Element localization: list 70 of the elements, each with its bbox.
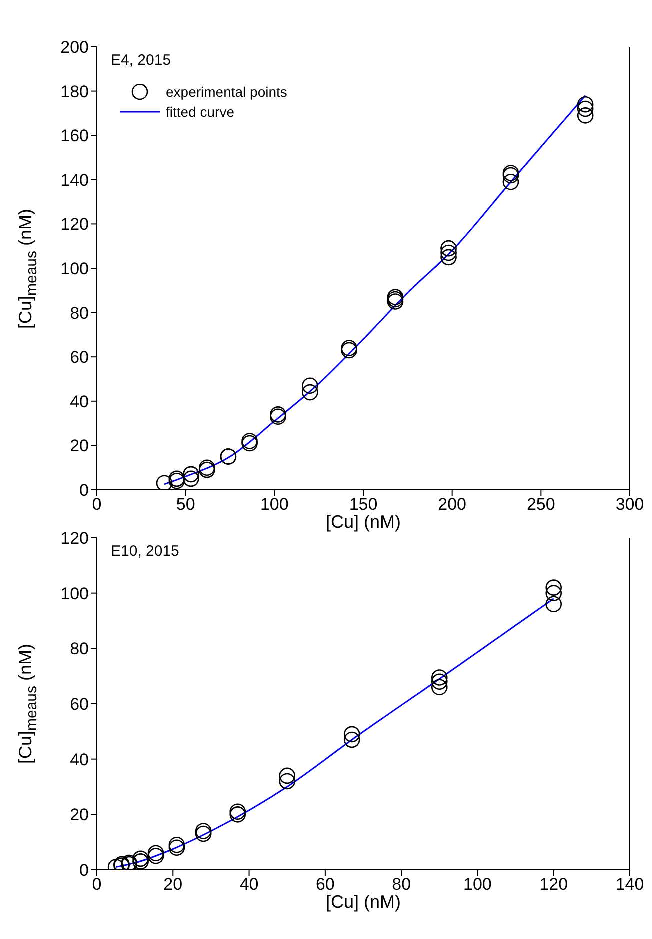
point	[279, 768, 296, 784]
point	[577, 108, 594, 124]
x-tick-label: 50	[176, 495, 196, 514]
point	[577, 96, 594, 113]
y-tick-label: 40	[70, 750, 89, 770]
y-tick-label: 40	[70, 392, 89, 412]
point	[431, 674, 448, 690]
legend-label: fitted curve	[166, 104, 234, 120]
y-tick-label: 100	[60, 260, 89, 279]
point	[431, 679, 448, 696]
y-tick-label: 200	[60, 38, 89, 58]
x-tick-label: 250	[526, 495, 556, 514]
point	[132, 850, 149, 868]
point	[440, 249, 457, 266]
point	[546, 596, 562, 613]
point	[168, 840, 186, 856]
x-tick-label: 80	[392, 875, 412, 894]
point	[183, 470, 200, 488]
y-tick-label: 60	[70, 348, 89, 368]
point	[302, 378, 318, 394]
x-tick-label: 120	[540, 875, 568, 894]
point	[546, 580, 562, 596]
legend-label: experimental points	[166, 84, 288, 100]
point	[132, 854, 149, 870]
point	[195, 826, 212, 842]
point	[156, 475, 173, 490]
y-tick-label: 120	[60, 215, 89, 234]
annotation: E4, 2015	[111, 52, 172, 69]
point	[431, 670, 448, 686]
y-tick-label: 60	[70, 695, 89, 714]
y-tick-label: 180	[60, 82, 89, 102]
x-tick-label: 40	[240, 875, 259, 894]
x-tick-label: 0	[92, 495, 102, 514]
annotation: E10, 2015	[111, 543, 180, 560]
x-tick-label: 140	[616, 875, 644, 894]
y-tick-label: 140	[60, 170, 89, 190]
point	[302, 384, 318, 401]
y-tick-label: 80	[70, 304, 89, 323]
point	[168, 836, 186, 854]
point	[546, 585, 562, 602]
point	[148, 845, 164, 862]
point	[195, 823, 212, 840]
point	[344, 726, 360, 743]
point	[344, 732, 360, 748]
y-tick-label: 160	[60, 126, 89, 146]
point	[577, 100, 594, 118]
y-tick-label: 0	[80, 481, 89, 500]
point	[279, 773, 296, 790]
x-axis-title: [Cu] (nM)	[326, 892, 401, 912]
point	[148, 848, 164, 864]
y-tick-label: 20	[70, 806, 89, 825]
x-tick-label: 300	[616, 495, 644, 514]
x-tick-label: 150	[349, 495, 378, 514]
y-tick-label: 20	[70, 436, 89, 456]
y-tick-label: 0	[80, 861, 89, 880]
x-tick-label: 60	[316, 875, 335, 894]
point	[440, 244, 457, 262]
x-tick-label: 200	[438, 495, 467, 514]
x-tick-label: 100	[464, 875, 492, 894]
point	[230, 804, 246, 820]
y-tick-label: 120	[60, 529, 89, 548]
point	[230, 806, 246, 823]
x-tick-label: 20	[164, 875, 183, 894]
y-tick-label: 80	[70, 640, 89, 659]
point	[502, 174, 520, 190]
point	[440, 240, 457, 257]
x-axis-title: [Cu] (nM)	[326, 512, 401, 532]
y-tick-label: 100	[60, 584, 89, 604]
x-tick-label: 0	[92, 875, 102, 894]
x-tick-label: 100	[260, 495, 289, 514]
